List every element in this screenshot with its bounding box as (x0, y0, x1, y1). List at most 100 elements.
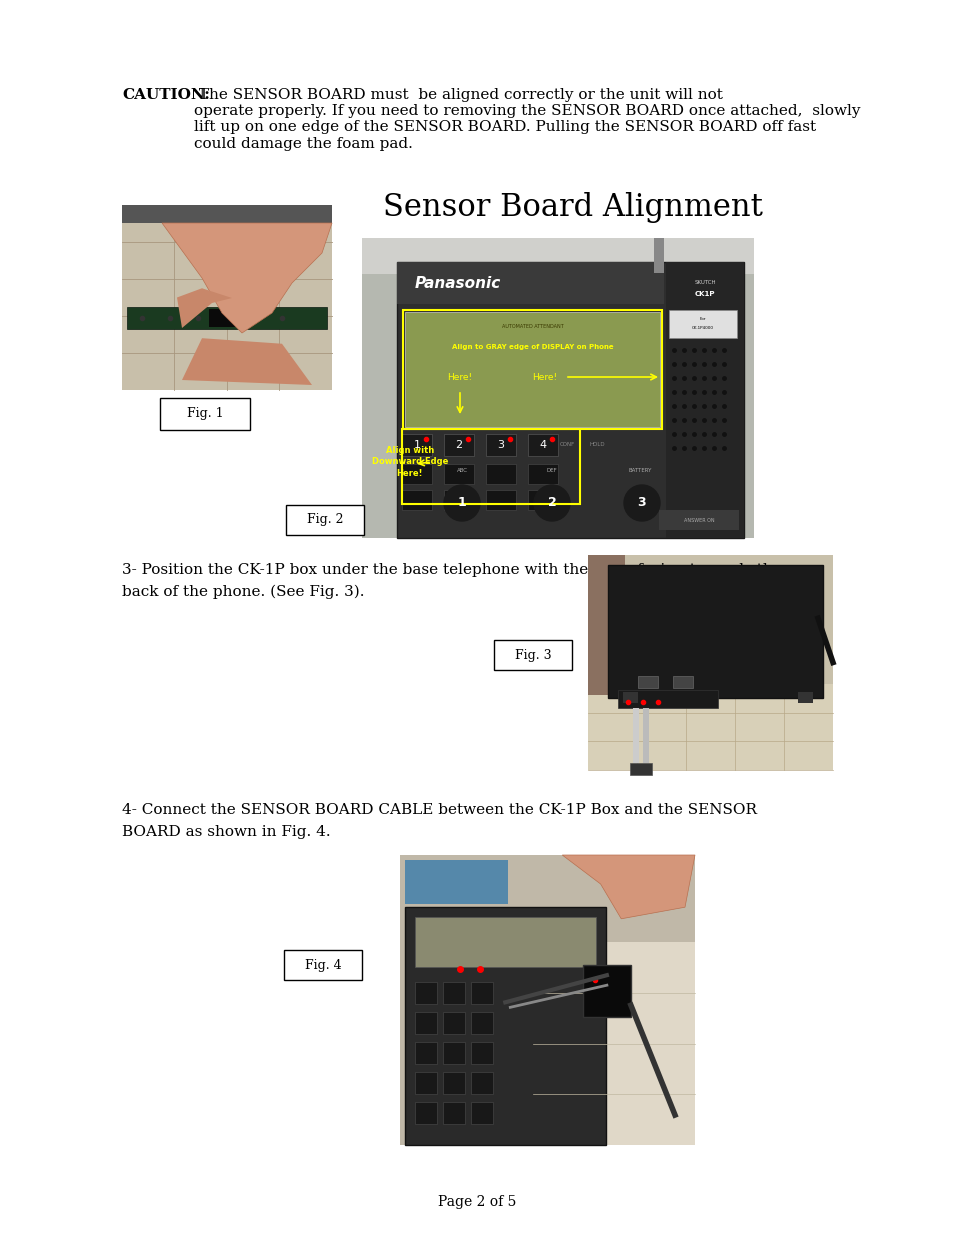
Bar (160, 398, 250, 430)
Bar (405, 312, 659, 427)
Bar (654, 238, 663, 273)
Bar (659, 510, 739, 530)
Bar (442, 1042, 464, 1065)
Text: 3: 3 (497, 440, 504, 450)
Text: For: For (699, 317, 705, 321)
Text: Sensor Board Alignment: Sensor Board Alignment (383, 191, 762, 224)
Bar (415, 1102, 436, 1124)
Bar (399, 855, 695, 1145)
Bar (415, 1072, 436, 1094)
Bar (442, 1072, 464, 1094)
Text: back of the phone. (See Fig. 3).: back of the phone. (See Fig. 3). (122, 585, 364, 599)
Bar (638, 677, 658, 688)
Bar (629, 763, 651, 776)
Bar (401, 433, 432, 456)
Text: Fig. 1: Fig. 1 (187, 408, 223, 420)
Text: 2: 2 (547, 496, 556, 510)
Text: ANSWER ON: ANSWER ON (683, 517, 714, 522)
Bar (284, 950, 361, 981)
Bar (286, 505, 364, 535)
Bar (442, 1013, 464, 1034)
Text: 4- Connect the SENSOR BOARD CABLE between the CK-1P Box and the SENSOR: 4- Connect the SENSOR BOARD CABLE betwee… (122, 803, 757, 818)
Circle shape (623, 485, 659, 521)
Bar (443, 464, 474, 484)
Bar (622, 693, 638, 703)
Bar (587, 555, 832, 769)
Text: Align with
Downward Edge
Here!: Align with Downward Edge Here! (372, 446, 448, 478)
Bar (209, 309, 245, 327)
Text: Here!: Here! (532, 373, 557, 382)
Text: 3: 3 (637, 496, 645, 510)
Text: 1: 1 (457, 496, 466, 510)
Bar (442, 1102, 464, 1124)
Bar (471, 1072, 493, 1094)
Bar (396, 262, 743, 538)
Text: Panasonic: Panasonic (415, 277, 500, 291)
Bar (471, 1102, 493, 1124)
Polygon shape (182, 338, 312, 385)
Bar (527, 464, 558, 484)
Bar (642, 709, 648, 763)
Bar (127, 306, 327, 329)
Text: Fig. 2: Fig. 2 (307, 514, 343, 526)
Bar (672, 677, 692, 688)
Bar (415, 1013, 436, 1034)
Text: The SENSOR BOARD must  be aligned correctly or the unit will not
operate properl: The SENSOR BOARD must be aligned correct… (193, 88, 860, 151)
Bar (405, 860, 508, 904)
Text: CK1P: CK1P (694, 291, 715, 296)
Bar (401, 429, 579, 504)
Bar (361, 238, 753, 538)
Text: BOARD as shown in Fig. 4.: BOARD as shown in Fig. 4. (122, 825, 331, 839)
Bar (442, 982, 464, 1004)
Circle shape (534, 485, 569, 521)
Bar (485, 433, 516, 456)
Polygon shape (162, 224, 332, 333)
Bar (527, 490, 558, 510)
Text: CK-1P4000: CK-1P4000 (691, 326, 713, 330)
Bar (415, 1042, 436, 1065)
Bar (402, 310, 661, 429)
Bar (122, 205, 332, 390)
Bar (527, 433, 558, 456)
Text: Here!: Here! (447, 373, 472, 382)
Bar (401, 464, 432, 484)
Text: Fig. 3: Fig. 3 (515, 648, 551, 662)
Text: Align to GRAY edge of DISPLAY on Phone: Align to GRAY edge of DISPLAY on Phone (451, 345, 613, 350)
Polygon shape (561, 855, 695, 919)
Text: ABC: ABC (456, 468, 467, 473)
Text: HOLD: HOLD (589, 441, 604, 447)
Text: 2: 2 (455, 440, 462, 450)
Bar (797, 693, 812, 703)
Bar (122, 205, 332, 224)
Circle shape (443, 485, 479, 521)
Text: 1: 1 (413, 440, 420, 450)
Text: AUTOMATED ATTENDANT: AUTOMATED ATTENDANT (501, 324, 563, 329)
Bar (494, 640, 572, 671)
Bar (668, 310, 737, 338)
Bar (532, 942, 695, 1145)
Text: CAUTION:: CAUTION: (122, 88, 210, 103)
Bar (396, 262, 663, 304)
Text: Page 2 of 5: Page 2 of 5 (437, 1195, 516, 1209)
Polygon shape (177, 288, 232, 329)
Text: 4: 4 (538, 440, 546, 450)
Bar (633, 709, 639, 763)
Bar (405, 908, 605, 1145)
Bar (443, 490, 474, 510)
Bar (618, 690, 718, 709)
Bar (471, 1013, 493, 1034)
Bar (582, 966, 630, 1018)
Bar (485, 490, 516, 510)
Text: Fig. 4: Fig. 4 (304, 958, 341, 972)
Bar (471, 982, 493, 1004)
Bar (587, 684, 832, 769)
Bar (415, 982, 436, 1004)
Text: CONF: CONF (558, 441, 574, 447)
Text: 3- Position the CK-1P box under the base telephone with the jacks facing towards: 3- Position the CK-1P box under the base… (122, 563, 781, 577)
Bar (415, 918, 595, 967)
Bar (471, 1042, 493, 1065)
Bar (361, 238, 753, 274)
Bar (607, 564, 822, 698)
Text: DEF: DEF (546, 468, 557, 473)
Bar (485, 464, 516, 484)
